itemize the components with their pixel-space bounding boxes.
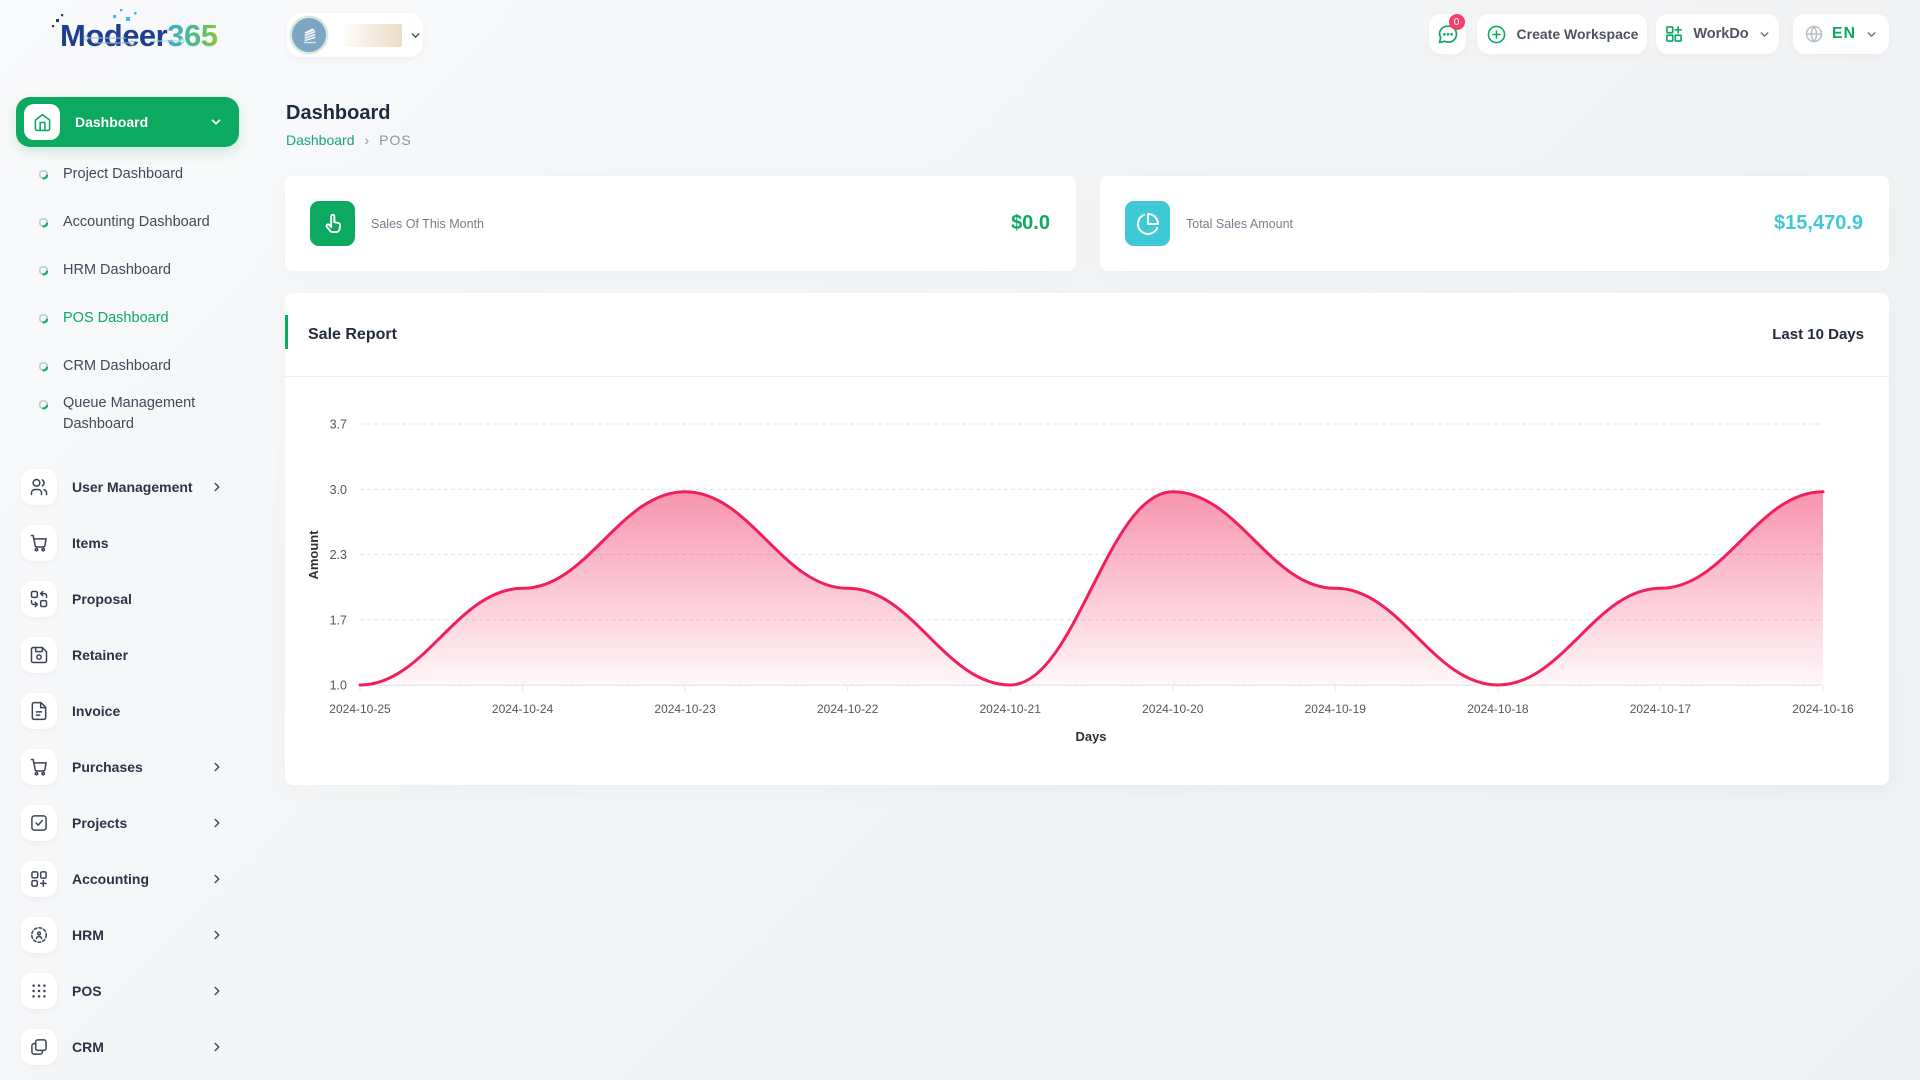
svg-text:2024-10-17: 2024-10-17 (1630, 702, 1692, 716)
svg-text:1.0: 1.0 (330, 679, 347, 693)
svg-text:3.7: 3.7 (330, 418, 347, 432)
svg-text:2024-10-18: 2024-10-18 (1467, 702, 1529, 716)
svg-text:1.7: 1.7 (330, 613, 347, 627)
svg-text:Amount: Amount (306, 530, 321, 580)
svg-text:2024-10-16: 2024-10-16 (1792, 702, 1854, 716)
svg-text:2024-10-25: 2024-10-25 (329, 702, 391, 716)
svg-text:2024-10-22: 2024-10-22 (817, 702, 879, 716)
svg-text:Days: Days (1075, 729, 1106, 744)
svg-text:2024-10-20: 2024-10-20 (1142, 702, 1204, 716)
svg-text:2024-10-23: 2024-10-23 (654, 702, 716, 716)
svg-text:2024-10-24: 2024-10-24 (492, 702, 554, 716)
svg-text:3.0: 3.0 (330, 483, 347, 497)
svg-text:2024-10-19: 2024-10-19 (1305, 702, 1367, 716)
svg-text:2.3: 2.3 (330, 548, 347, 562)
svg-text:2024-10-21: 2024-10-21 (980, 702, 1042, 716)
